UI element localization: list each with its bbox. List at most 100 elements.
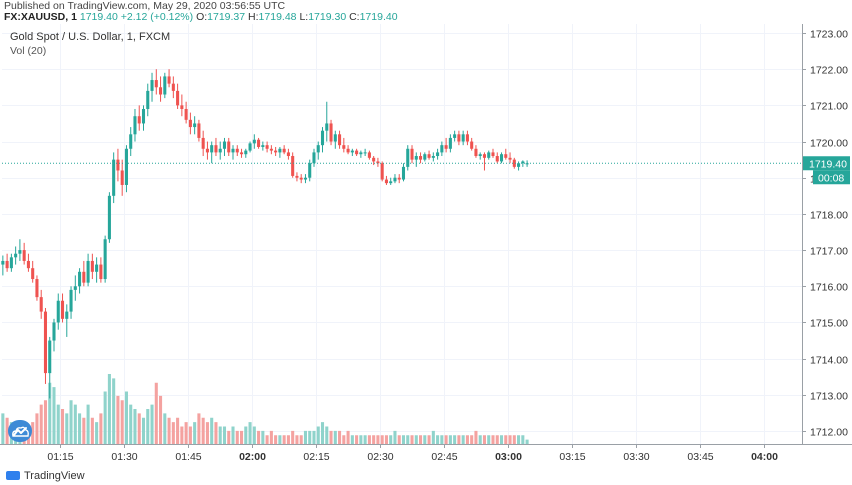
- volume-bar: [248, 422, 252, 444]
- volume-bar: [521, 435, 525, 444]
- candle-body: [333, 134, 337, 142]
- volume-bar: [427, 435, 431, 444]
- tradingview-badge[interactable]: [8, 420, 32, 442]
- candle-body: [308, 163, 312, 178]
- candle-body: [470, 141, 474, 149]
- volume-bar: [60, 409, 65, 444]
- footer: TradingView: [0, 467, 852, 485]
- volume-bar: [491, 435, 495, 444]
- volume-bar: [465, 435, 469, 444]
- volume-bar: [316, 426, 320, 444]
- candle-body: [205, 148, 209, 153]
- volume-bar: [355, 435, 359, 444]
- volume-bar: [261, 430, 265, 444]
- volume-bar: [282, 435, 286, 444]
- volume-bar: [235, 430, 239, 444]
- volume-bar: [508, 435, 512, 444]
- candle-body: [478, 154, 482, 157]
- volume-bar: [35, 413, 39, 444]
- candle-body: [342, 145, 346, 149]
- candle-body: [363, 152, 367, 154]
- volume-bar: [291, 430, 295, 444]
- candle-body: [167, 76, 171, 84]
- candle-body: [278, 148, 282, 153]
- volume-bar: [31, 422, 35, 444]
- volume-bar: [376, 435, 380, 444]
- candle-body: [376, 161, 380, 164]
- candle-body: [43, 311, 48, 374]
- close-value: 1719.40: [359, 11, 398, 23]
- x-tick-label: 01:45: [175, 451, 201, 463]
- volume-bar: [504, 435, 508, 444]
- candle-body: [338, 134, 342, 146]
- candle-body: [495, 156, 499, 162]
- volume-bar: [470, 435, 474, 444]
- volume-bar: [329, 430, 333, 444]
- x-tick-label: 01:30: [111, 451, 137, 463]
- candle-body: [265, 145, 269, 149]
- candle-body: [201, 137, 205, 149]
- candle-body: [31, 268, 35, 280]
- volume-bar: [78, 413, 82, 444]
- candle-body: [78, 271, 82, 287]
- candle-body: [274, 150, 278, 153]
- volume-bar: [410, 435, 414, 444]
- candle-body: [325, 123, 329, 131]
- candle-body: [112, 159, 116, 196]
- volume-bar: [239, 430, 244, 444]
- candle-body: [218, 148, 222, 153]
- candle-body: [248, 143, 252, 151]
- candle-body: [487, 152, 491, 158]
- candle-body: [159, 87, 163, 95]
- x-tick-label: 03:30: [623, 451, 649, 463]
- candle-body: [133, 116, 137, 135]
- ohlc-readout: FX:XAUUSD, 1 1719.40 +2.12 (+0.12%) O:17…: [4, 11, 398, 23]
- candle-body: [521, 161, 525, 164]
- tradingview-logo: TradingView: [6, 470, 85, 482]
- candle-body: [48, 340, 52, 374]
- volume-bar: [444, 435, 448, 444]
- price-chart[interactable]: 1712.00 1713.00 1714.00 1715.00 1716.00 1717.…: [0, 24, 852, 467]
- volume-bar: [252, 426, 256, 444]
- volume-bar: [474, 430, 478, 444]
- candle-body: [107, 195, 111, 240]
- volume-bar: [401, 435, 406, 444]
- candle-body: [436, 152, 440, 157]
- volume-bar: [461, 435, 465, 444]
- volume-bar: [308, 430, 312, 444]
- volume-bar: [367, 435, 371, 444]
- volume-bar: [423, 435, 427, 444]
- candle-body: [291, 156, 295, 176]
- volume-bar: [43, 400, 48, 444]
- low-value: 1719.30: [308, 11, 347, 23]
- candle-body: [252, 139, 256, 144]
- candle-body: [82, 271, 86, 283]
- candle-body: [320, 130, 325, 146]
- volume-bar: [299, 435, 303, 444]
- candle-body: [367, 152, 371, 158]
- volume-bar: [436, 435, 440, 444]
- candle-body: [193, 123, 197, 128]
- volume-bar: [525, 439, 529, 444]
- candle-body: [261, 145, 265, 147]
- price-tag-label: 1719.40: [809, 158, 847, 170]
- candle-body: [14, 253, 18, 258]
- volume-bar: [440, 435, 444, 444]
- candle-body: [180, 105, 184, 109]
- volume-bar: [363, 435, 367, 444]
- price-tag-bg: [803, 156, 850, 171]
- volume-bar: [69, 400, 73, 444]
- candle-body: [26, 260, 30, 269]
- candle-body: [504, 154, 508, 158]
- volume-bar: [137, 413, 141, 444]
- candle-body: [444, 145, 448, 149]
- y-tick-label: 1720.00: [810, 138, 848, 150]
- volume-bar: [278, 435, 282, 444]
- cloud-icon: [12, 426, 29, 437]
- volume-bar: [154, 382, 158, 444]
- x-tick-label: 03:45: [687, 451, 713, 463]
- volume-bar: [5, 417, 9, 444]
- volume-bar: [457, 435, 461, 444]
- candle-body: [397, 177, 401, 180]
- candle-body: [269, 148, 273, 151]
